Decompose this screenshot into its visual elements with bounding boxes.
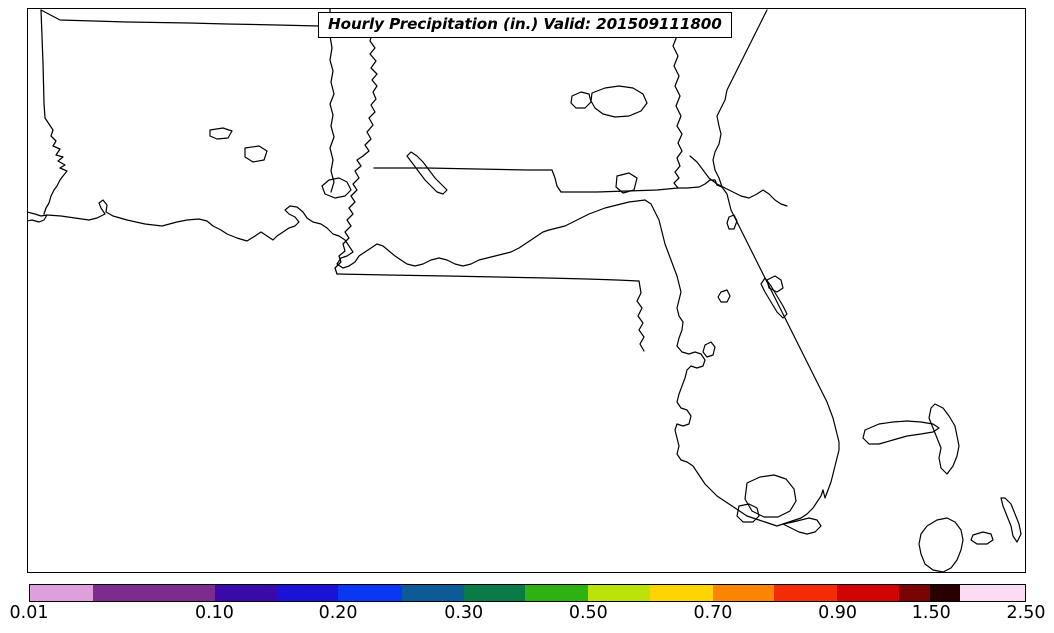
lake-pontchartrain [590, 85, 648, 118]
barataria-bay [321, 177, 352, 199]
florida-west-coast [674, 345, 760, 521]
colorbar-tick-labels: 0.01 0.10 0.20 0.30 0.50 0.70 0.90 1.50 2.50 [0, 603, 1054, 629]
colorbar-tick-label: 0.70 [693, 603, 733, 623]
colorbar-segment[interactable] [402, 585, 464, 601]
florida-panhandle-coast [548, 199, 646, 231]
eleuthera-island [1000, 497, 1022, 543]
texas-louisiana-border [40, 9, 68, 215]
map-axes[interactable] [27, 8, 1026, 573]
map-title: Hourly Precipitation (in.) Valid: 201509… [318, 12, 732, 39]
colorbar-segment[interactable] [463, 585, 526, 601]
lake-maurepas [570, 91, 592, 109]
map-geography [28, 9, 1022, 572]
small-bay-a [209, 127, 233, 140]
colorbar-segment[interactable] [30, 585, 93, 601]
colorbar-tick-label: 0.01 [9, 603, 49, 623]
florida-keys [782, 517, 822, 535]
colorbar-segment[interactable] [588, 585, 650, 601]
georgia-florida-border [560, 179, 723, 193]
abaco-island [928, 403, 960, 475]
arkansas-louisiana-border [362, 27, 378, 157]
florida-bay-island [736, 503, 760, 523]
grand-bahama-island [862, 420, 940, 445]
colorbar-segment[interactable] [898, 585, 931, 601]
colorbar-tick-label: 0.10 [194, 603, 234, 623]
colorbar-segment[interactable] [215, 585, 277, 601]
louisiana-east-border [636, 280, 645, 352]
alabama-florida-border [373, 167, 562, 193]
new-providence-island [970, 531, 994, 545]
louisiana-chenier-coast [46, 199, 550, 269]
colorbar-segment[interactable] [960, 585, 1025, 601]
florida-big-bend [644, 199, 684, 347]
colorbar-segment[interactable] [338, 585, 403, 601]
colorbar-tick-label: 0.50 [568, 603, 608, 623]
mississippi-river-border [334, 155, 364, 275]
colorbar-segment[interactable] [930, 585, 961, 601]
cape-canaveral [766, 275, 784, 293]
state-borders-group [40, 9, 723, 352]
colorbar-segment[interactable] [525, 585, 589, 601]
colorbar-segment[interactable] [774, 585, 837, 601]
colorbar-segment[interactable] [836, 585, 899, 601]
colorbar-segment[interactable] [649, 585, 713, 601]
florida-east-coast [721, 186, 840, 499]
small-bay-b [244, 145, 268, 163]
small-bay-c [615, 172, 638, 194]
mississippi-alabama-border [329, 9, 335, 193]
georgia-atlantic-coast [712, 9, 768, 188]
alabama-georgia-border [670, 13, 683, 189]
lake-okeechobee [744, 474, 797, 518]
lake-apopka [717, 289, 731, 303]
colorbar-tick-label: 2.50 [1006, 603, 1046, 623]
texas-gulf-coast [28, 211, 48, 223]
lake-george [726, 214, 738, 230]
colorbar-segment[interactable] [712, 585, 775, 601]
colorbar-tick-label: 0.20 [318, 603, 358, 623]
precipitation-colorbar[interactable] [29, 584, 1026, 602]
andros-island [918, 517, 964, 572]
colorbar-segment[interactable] [276, 585, 339, 601]
colorbar-segment[interactable] [92, 585, 216, 601]
mobile-bay-coast [689, 155, 788, 207]
colorbar-tick-label: 1.50 [911, 603, 951, 623]
mississippi-delta [406, 151, 448, 195]
louisiana-north-border [336, 273, 640, 282]
lake-kissimmee [702, 341, 716, 358]
coastlines-group [28, 9, 1022, 572]
colorbar-tick-label: 0.30 [444, 603, 484, 623]
florida-southern-tip [758, 489, 824, 527]
indian-river-lagoon [760, 277, 788, 319]
colorbar-tick-label: 0.90 [818, 603, 858, 623]
